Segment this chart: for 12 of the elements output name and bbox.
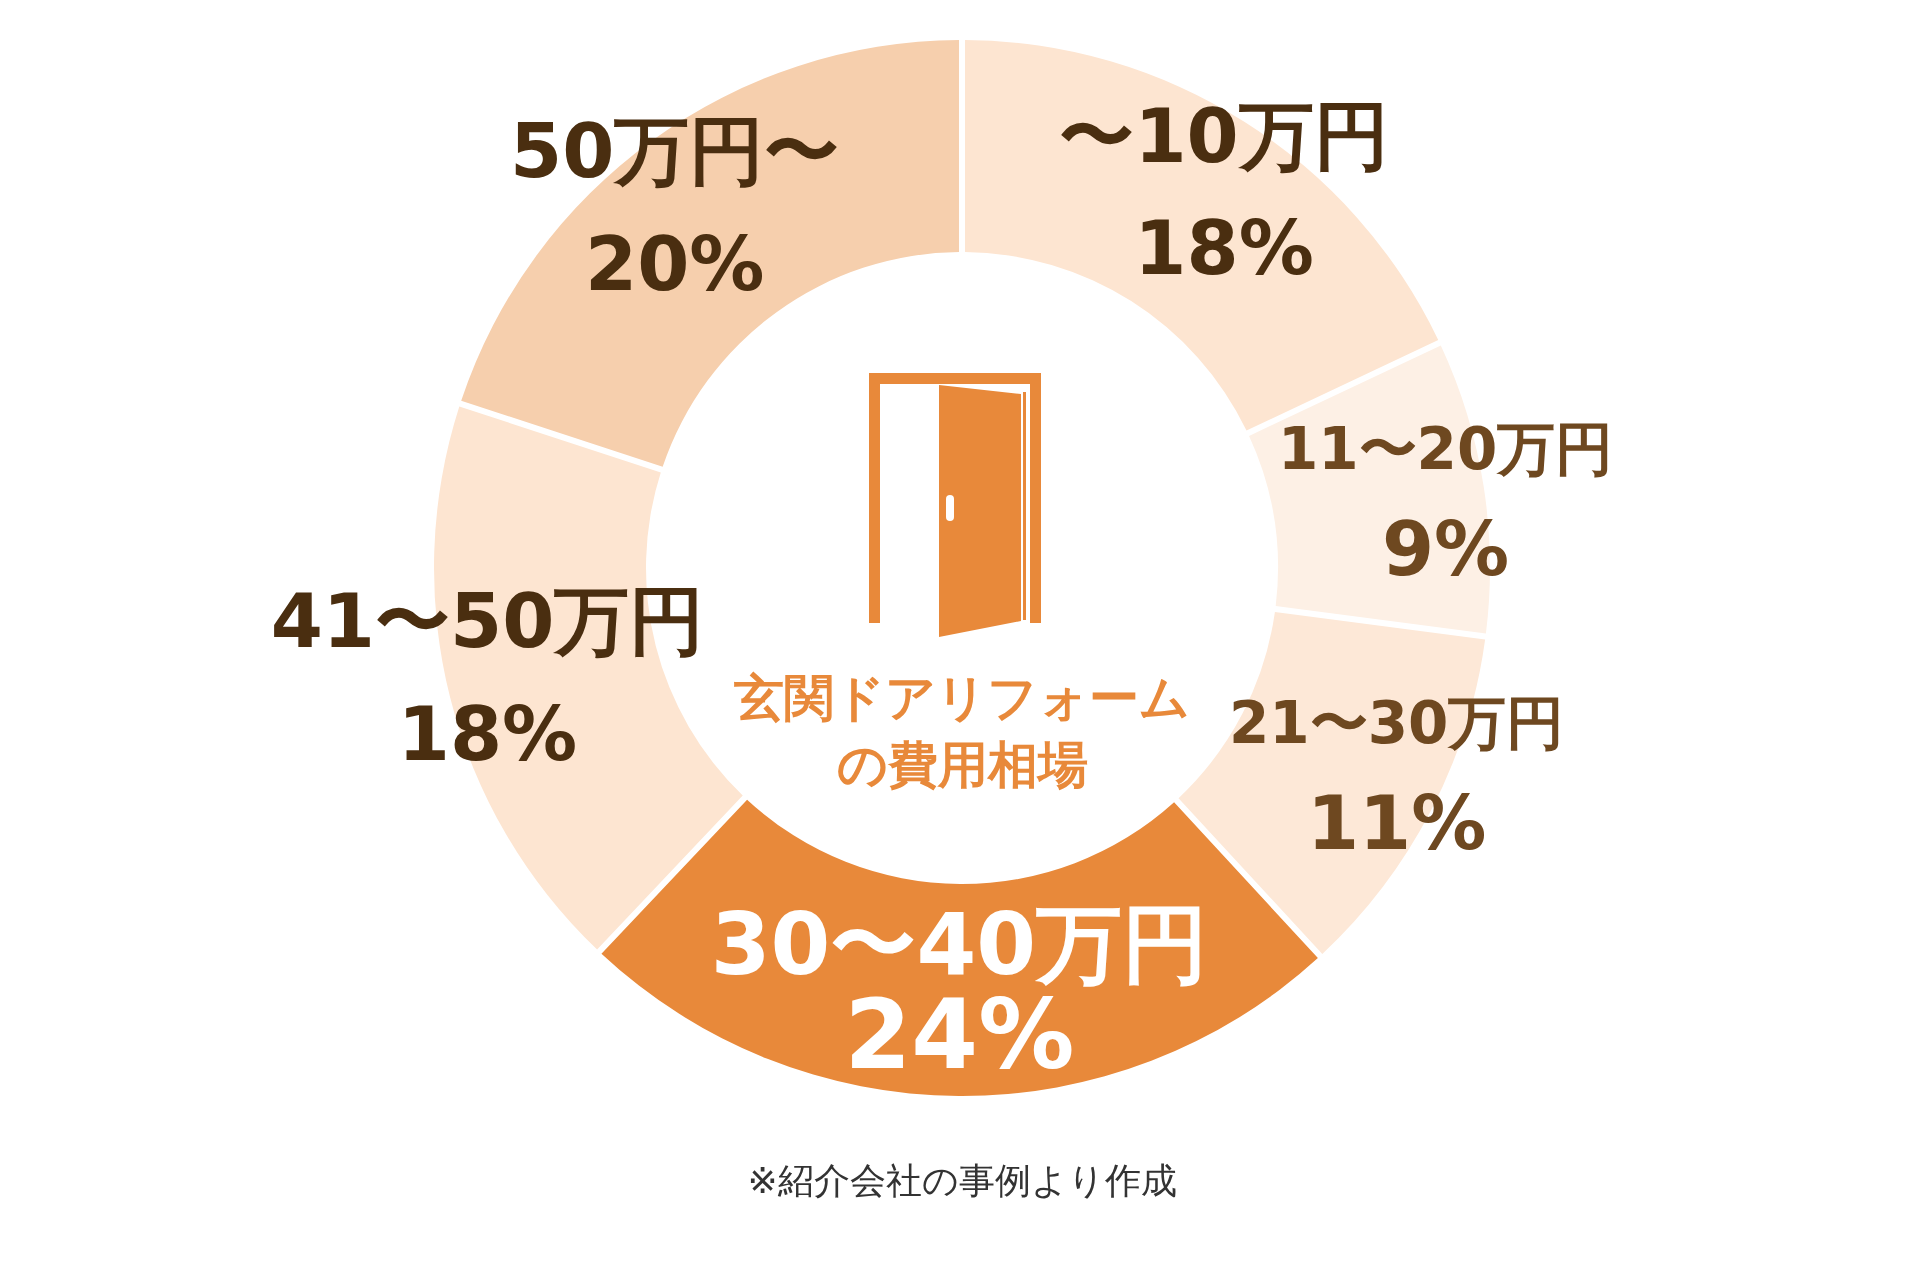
slice-label: 21〜30万円 <box>1228 688 1565 757</box>
data-label: 18% <box>1134 204 1314 293</box>
slice-label: 〜10万円 <box>1059 91 1389 180</box>
slice-label: 50万円〜 <box>510 107 840 196</box>
data-label: 20% <box>584 219 765 308</box>
text: 玄関ドアリフォームの費用相場 <box>733 668 1191 796</box>
text: ※紹介会社の事例より作成 <box>747 1159 1177 1201</box>
data-label: 18% <box>397 689 578 778</box>
data-label: 11% <box>1306 778 1487 867</box>
slice-label: 11〜20万円 <box>1277 415 1614 484</box>
data-label: 9% <box>1381 505 1510 594</box>
slice-label: 41〜50万円 <box>270 577 705 666</box>
